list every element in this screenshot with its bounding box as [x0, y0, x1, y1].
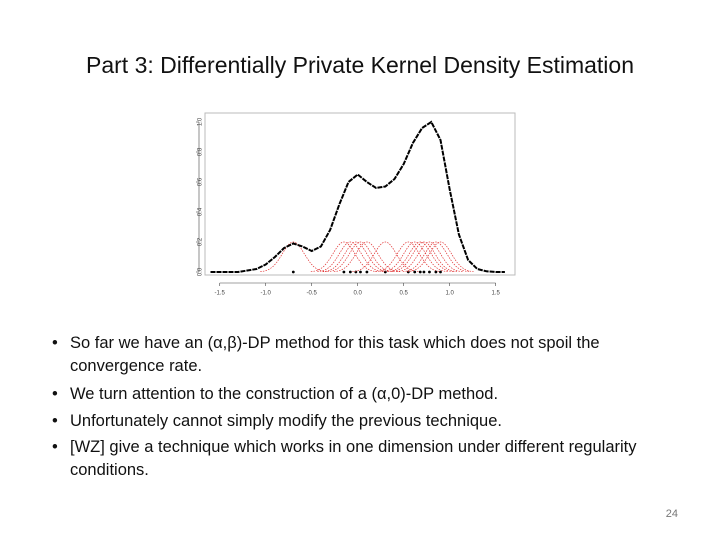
density-curve	[210, 120, 505, 273]
x-tick-label: -1.5	[215, 291, 226, 297]
slide-title: Part 3: Differentially Private Kernel De…	[86, 52, 634, 78]
y-tick-label: 0.6	[198, 177, 204, 186]
kernel-curve	[333, 241, 401, 273]
kernel-curve	[402, 241, 470, 273]
kernel-curve	[322, 241, 390, 273]
kernel-curve	[387, 241, 454, 273]
kernel-curve	[327, 241, 394, 273]
page-number: 24	[665, 508, 678, 520]
bullet: Unfortunately cannot simply modify the p…	[52, 410, 672, 433]
y-tick-label: 1.0	[198, 117, 204, 126]
kernel-curve	[310, 241, 378, 273]
plot-frame	[204, 112, 516, 276]
kernel-curve	[381, 241, 448, 273]
kernel-curve	[317, 241, 384, 273]
sample-point	[413, 270, 417, 274]
kernel-curve	[396, 241, 463, 273]
sample-point	[365, 270, 369, 274]
bullet: So far we have an (α,β)-DP method for th…	[52, 332, 672, 377]
sample-point	[418, 270, 422, 274]
sample-point	[359, 270, 362, 274]
bullet: [WZ] give a technique which works in one…	[52, 436, 672, 481]
kernel-curve	[260, 241, 327, 273]
x-tick-label: 1.5	[492, 291, 501, 297]
sample-point	[348, 270, 352, 274]
x-tick-label: 0.0	[354, 291, 363, 297]
bullet: We turn attention to the construction of…	[52, 383, 672, 406]
x-tick-label: -0.5	[307, 291, 318, 297]
sample-point	[342, 270, 346, 274]
kernel-curve	[407, 241, 474, 273]
sample-point	[428, 270, 431, 274]
kernel-curve	[390, 241, 458, 273]
y-tick-label: 0.2	[198, 237, 204, 246]
kernel-curve	[375, 241, 442, 273]
y-tick-label: 0.0	[198, 267, 204, 276]
x-tick-label: 1.0	[446, 291, 455, 297]
sample-point	[291, 270, 295, 274]
x-tick-label: -1.0	[261, 291, 272, 297]
sample-point	[422, 270, 426, 274]
y-tick-label: 0.8	[198, 147, 204, 156]
x-tick-label: 0.5	[400, 291, 409, 297]
sample-point	[406, 270, 410, 274]
y-tick-label: 0.4	[198, 207, 204, 216]
bullet-list: So far we have an (α,β)-DP method for th…	[52, 332, 672, 487]
sample-point	[439, 270, 442, 274]
sample-point	[434, 270, 438, 274]
